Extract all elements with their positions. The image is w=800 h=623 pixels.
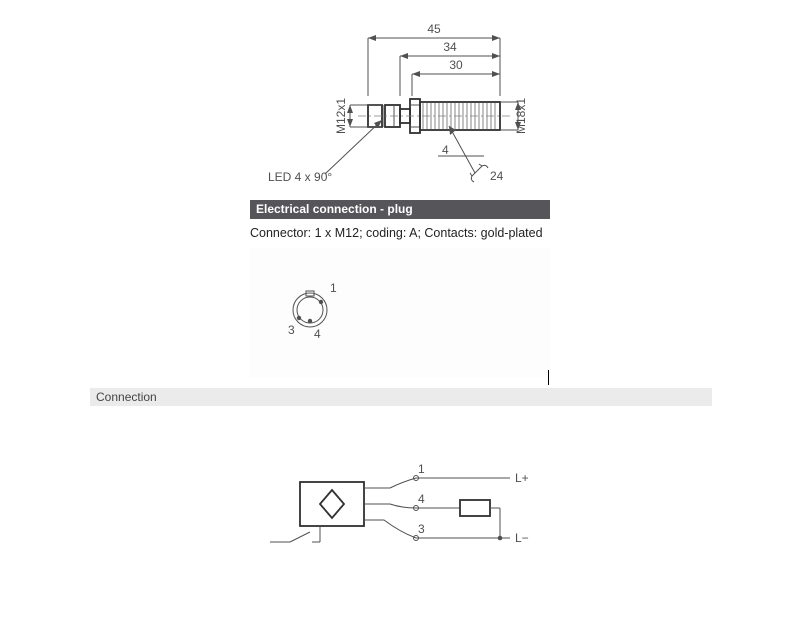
pin1-label: L+ (515, 471, 529, 485)
plug-diagram: 1 3 4 (250, 248, 550, 378)
led-leader: LED 4 x 90° (268, 120, 382, 184)
wire-pin3: 3 L− (364, 520, 529, 545)
pin-1-label: 1 (330, 281, 337, 295)
wire-pin1: 1 L+ (364, 462, 529, 488)
wire-pin4: 4 (364, 492, 500, 538)
text-caret (548, 370, 549, 385)
pin4-num: 4 (418, 492, 425, 506)
sensor-box (300, 482, 364, 526)
dim-4: 4 (438, 143, 484, 157)
connection-label: Connection (96, 390, 157, 404)
connection-strip: Connection (90, 388, 712, 406)
wrench-icon (470, 164, 488, 182)
pin-4-label: 4 (314, 327, 321, 341)
led-note: LED 4 x 90° (268, 170, 332, 184)
mechanical-drawing: 45 34 30 (250, 8, 560, 193)
mechanical-drawing-svg: 45 34 30 (250, 8, 560, 193)
plug-svg: 1 3 4 (250, 248, 380, 358)
wrench-size: 24 (490, 169, 504, 183)
dim-45-value: 45 (427, 22, 441, 36)
dim-45: 45 (368, 22, 500, 96)
page-root: 45 34 30 (0, 0, 800, 623)
dim-34-value: 34 (443, 40, 457, 54)
pin3-num: 3 (418, 522, 425, 536)
section-header-electrical: Electrical connection - plug (250, 200, 550, 219)
connector-description: Connector: 1 x M12; coding: A; Contacts:… (250, 226, 543, 240)
dim-30: 30 (412, 58, 500, 96)
disconnect-switch (270, 526, 320, 542)
schematic-svg: 1 L+ 4 3 L− (260, 458, 580, 578)
dim-4-value: 4 (442, 143, 449, 157)
connection-schematic: 1 L+ 4 3 L− (260, 458, 580, 578)
dim-30-value: 30 (449, 58, 463, 72)
proximity-symbol (320, 490, 344, 518)
dim-m18-label: M18x1 (514, 98, 528, 134)
pin3-label: L− (515, 531, 529, 545)
dim-m12-label: M12x1 (334, 98, 348, 134)
wrench-leader: 24 (449, 126, 504, 183)
pin1-num: 1 (418, 462, 425, 476)
pin-3-label: 3 (288, 323, 295, 337)
load-box (460, 500, 490, 516)
section-header-label: Electrical connection - plug (256, 202, 413, 216)
